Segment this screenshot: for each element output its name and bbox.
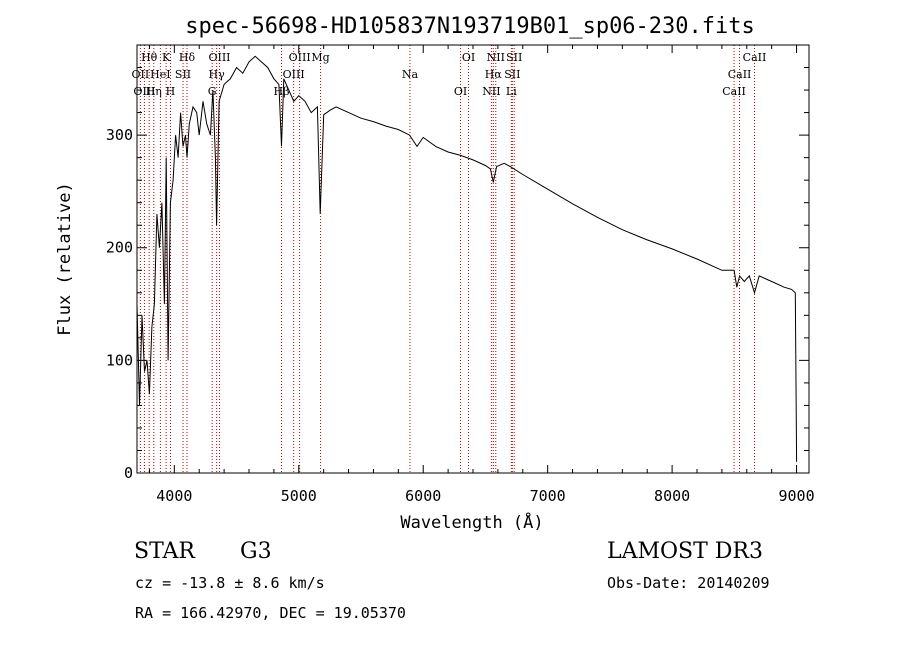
line-label-oiii: OIII [283,68,305,81]
line-label-hδ: Hδ [179,51,196,64]
line-label-hθ: Hθ [141,51,158,64]
x-tick-label: 8000 [654,487,690,505]
line-label-oiii: OIII [133,85,155,98]
line-label-sii: SII [506,51,522,64]
line-label-hη: Hη [146,85,162,98]
line-label-mg: Mg [311,51,329,64]
chart-title: spec-56698-HD105837N193719B01_sp06-230.f… [185,14,755,39]
x-tick-label: 5000 [281,487,317,505]
spectrum-series-line [136,55,798,462]
line-label-g: G [208,85,217,98]
x-tick-label: 7000 [530,487,566,505]
observation-date: Obs-Date: 20140209 [607,574,770,592]
line-label-k: K [162,51,171,64]
line-label-li: Li [506,85,517,98]
line-label-caii: CaII [743,51,767,64]
emission-line-labels: Hθ OII OIII K HeI Hη Hδ SII H OIII Hγ G OIII OIII Hβ Mg… [132,51,767,98]
x-axis-label: Wavelength (Å) [400,511,543,533]
axis-ticks: 4000 5000 6000 7000 8000 9000 0 100 200 300 [106,45,815,505]
line-label-hei: HeI [150,68,170,81]
line-label-na: Na [402,68,419,81]
line-label-nii: NII [487,51,505,64]
line-label-hγ: Hγ [209,68,226,81]
line-label-sii: SII [504,68,520,81]
line-label-nii: NII [482,85,500,98]
redshift-cz: cz = -13.8 ± 8.6 km/s [135,574,325,592]
line-label-oi: OI [462,51,475,64]
line-label-caii: CaII [722,85,746,98]
line-label-oii: OII [132,68,150,81]
x-tick-label: 4000 [156,487,192,505]
x-tick-label: 9000 [778,487,814,505]
object-type: STAR [134,539,195,564]
plot-frame [136,44,810,474]
line-label-caii: CaII [728,68,752,81]
coordinates: RA = 166.42970, DEC = 19.05370 [135,604,406,622]
y-axis-label: Flux (relative) [55,182,75,336]
emission-line-markers [139,45,755,473]
x-tick-label: 6000 [405,487,441,505]
y-tick-label: 200 [106,239,133,257]
line-label-h: H [166,85,176,98]
y-tick-label: 300 [106,126,133,144]
line-label-hβ: Hβ [274,85,290,98]
line-label-oi: OI [454,85,467,98]
line-label-sii: SII [175,68,191,81]
line-label-oiii: OIII [289,51,311,64]
survey-name: LAMOST DR3 [607,539,763,564]
line-label-oiii: OIII [208,51,230,64]
y-tick-label: 0 [124,464,133,482]
subclass: G3 [240,539,272,564]
y-tick-label: 100 [106,351,133,369]
line-label-hα: Hα [485,68,503,81]
